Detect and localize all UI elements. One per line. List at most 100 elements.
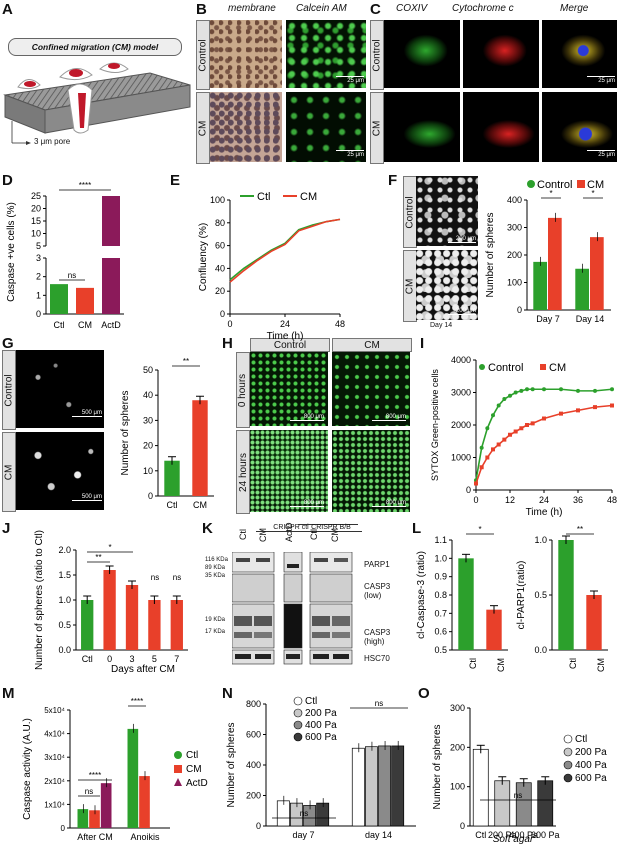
marker-19: 19 KDa bbox=[205, 617, 226, 623]
y-axis-title: cl-PARP1(ratio) bbox=[516, 561, 527, 630]
data-point bbox=[525, 423, 529, 427]
legend-marker bbox=[293, 708, 303, 718]
y-tick-label: 1.0 bbox=[58, 595, 71, 605]
x-tick-label: day 14 bbox=[365, 830, 392, 840]
bar bbox=[290, 802, 303, 827]
bar bbox=[458, 558, 474, 650]
y-tick-label: 800 bbox=[246, 699, 261, 709]
sig-ns: ns bbox=[68, 271, 76, 280]
x-tick-label: CM bbox=[496, 658, 506, 672]
legend-label: 600 Pa bbox=[305, 732, 337, 743]
x-tick-label: Ctl bbox=[568, 658, 578, 669]
x-tick-label: 3 bbox=[129, 654, 134, 664]
g-cm-image bbox=[16, 432, 104, 510]
x-tick-label: 400 Pa bbox=[509, 830, 538, 840]
bar bbox=[148, 600, 161, 650]
blot-group-crispr-ctl: CRISPR ctl bbox=[256, 524, 326, 532]
y-axis-title: cl-Caspase-3 (ratio) bbox=[416, 551, 427, 639]
marker-17: 17 KDa bbox=[205, 629, 226, 635]
protein-parp1: PARP1 bbox=[364, 560, 390, 569]
bar bbox=[170, 600, 183, 650]
series-line bbox=[229, 218, 341, 283]
panel-h-scale-2: 800 μm bbox=[372, 414, 406, 421]
bar bbox=[303, 805, 316, 827]
y-tick-label: 100 bbox=[210, 195, 225, 205]
x-axis-title: Soft agar bbox=[493, 834, 534, 845]
marker-116: 116 KDa bbox=[205, 557, 228, 563]
panel-letter-f: F bbox=[388, 172, 398, 189]
data-point bbox=[542, 416, 546, 421]
bar bbox=[391, 745, 405, 827]
y-tick-label: 0 bbox=[148, 491, 153, 501]
y-tick-label: 1000 bbox=[451, 453, 471, 463]
bar bbox=[515, 782, 532, 827]
panel-f-scale-2: 200 μm bbox=[448, 308, 476, 315]
bar bbox=[558, 540, 574, 650]
legend-label: 400 Pa bbox=[305, 720, 337, 731]
cytc-control-image bbox=[463, 20, 539, 88]
data-point bbox=[593, 405, 597, 410]
x-axis-title: Time (h) bbox=[526, 507, 563, 518]
legend-marker bbox=[563, 747, 573, 757]
series-line bbox=[475, 388, 613, 481]
calcein-control-image bbox=[286, 20, 366, 88]
blot-group-crispr-bb-label: CRISPR B/B bbox=[300, 524, 362, 532]
y-tick-label: 20 bbox=[215, 286, 225, 296]
sig-star: **** bbox=[131, 697, 143, 706]
sig-ns: ns bbox=[173, 573, 181, 582]
series-line bbox=[229, 218, 341, 281]
sig-ns: ns bbox=[375, 699, 383, 708]
y-axis-title: Number of spheres (ratio to Ctl) bbox=[34, 530, 45, 670]
data-point bbox=[530, 387, 535, 392]
legend-marker bbox=[577, 180, 585, 188]
y-axis-title: Caspase +ve cells (%) bbox=[6, 202, 17, 302]
y-tick-label: 200 bbox=[507, 250, 522, 260]
pore-label: 3 μm pore bbox=[34, 137, 71, 146]
y-tick-label: 0.8 bbox=[434, 590, 447, 600]
bar bbox=[77, 809, 89, 828]
y-tick-label: 0 bbox=[36, 309, 41, 319]
data-point bbox=[513, 429, 518, 434]
x-axis-title: Days after CM bbox=[111, 664, 175, 675]
y-tick-label: 0.5 bbox=[534, 590, 547, 600]
y-axis-title: Number of spheres bbox=[485, 212, 496, 297]
y-tick-label: 20 bbox=[31, 204, 41, 214]
panel-letter-b: B bbox=[196, 1, 207, 18]
bar bbox=[586, 595, 602, 650]
x-tick-label: 7 bbox=[174, 654, 179, 664]
x-tick-label: 24 bbox=[539, 495, 549, 505]
bar bbox=[81, 600, 94, 650]
legend-label: CM bbox=[186, 764, 202, 775]
sig-ns: ns bbox=[300, 809, 308, 818]
y-tick-label: 5 bbox=[36, 241, 41, 251]
sig-star: * bbox=[591, 189, 594, 198]
y-tick-label: 0.6 bbox=[434, 627, 447, 637]
panel-h-col-control: Control bbox=[250, 338, 330, 352]
sig-star: **** bbox=[89, 771, 101, 780]
y-tick-label: 1x10⁴ bbox=[44, 800, 65, 809]
h-control-0h-image bbox=[250, 352, 328, 426]
g-control-image bbox=[16, 350, 104, 428]
y-tick-label: 1.5 bbox=[58, 570, 71, 580]
panel-c-scale-2: 25 μm bbox=[587, 150, 615, 158]
y-tick-label: 400 bbox=[246, 760, 261, 770]
panel-letter-j: J bbox=[2, 520, 11, 537]
protein-casp3-high: CASP3 (high) bbox=[364, 628, 391, 646]
data-point bbox=[508, 393, 512, 398]
panel-c-col-coxiv: COXIV bbox=[396, 3, 428, 14]
y-tick-label: 30 bbox=[143, 415, 153, 425]
legend-label: Control bbox=[488, 362, 523, 374]
x-tick-label: Ctl bbox=[82, 654, 93, 664]
legend-marker bbox=[174, 751, 182, 759]
bar bbox=[276, 800, 290, 827]
bar bbox=[365, 746, 378, 827]
membrane-cm-image bbox=[210, 92, 282, 162]
bar bbox=[100, 783, 112, 828]
y-axis-title: Number of spheres bbox=[432, 724, 443, 809]
legend-label: 200 Pa bbox=[305, 708, 337, 719]
bar bbox=[76, 287, 94, 314]
data-point bbox=[491, 413, 495, 418]
data-point bbox=[519, 388, 524, 393]
bar bbox=[164, 460, 180, 496]
